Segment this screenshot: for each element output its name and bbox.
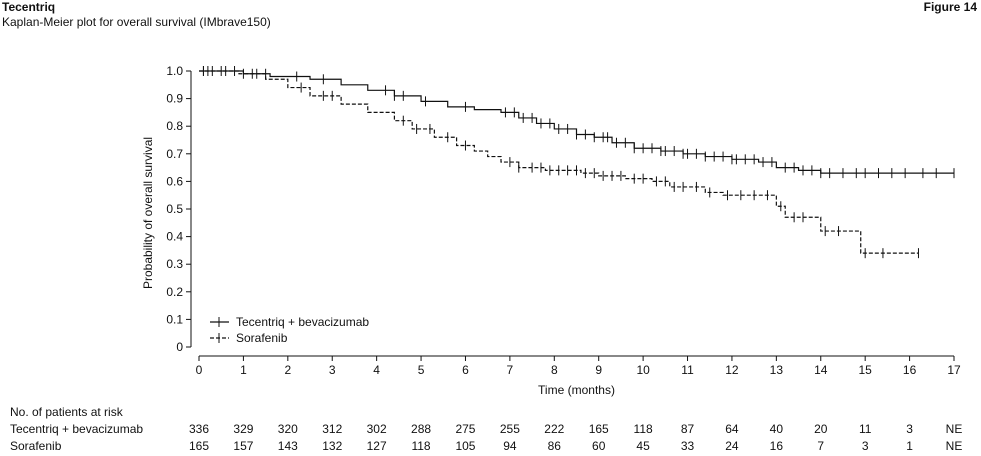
risk-count: 143 [277, 439, 298, 453]
y-tick-label: 0.9 [166, 92, 183, 106]
chart-axes: 00.10.20.30.40.50.60.70.80.91.00 1 2 3 4 5 6 7 8… [141, 64, 961, 397]
x-tick-label: 5 [418, 363, 425, 377]
chart-title: Kaplan-Meier plot for overall survival (… [2, 15, 271, 29]
document-brand: Tecentriq [2, 0, 56, 14]
risk-count: 16 [769, 439, 784, 453]
x-axis-label: Time (months) [538, 383, 615, 397]
risk-count: 165 [588, 422, 609, 436]
risk-count: 87 [680, 422, 695, 436]
figure-label: Figure 14 [923, 0, 977, 14]
risk-count: 312 [322, 422, 343, 436]
chart-legend: Tecentriq + bevacizumab Sorafenib [210, 315, 369, 345]
x-tick-label: 0 [196, 363, 203, 377]
risk-count: 275 [455, 422, 476, 436]
risk-row-sorafenib: Sorafenib 165 157 143 132 127 118 105 94 86 60 45 3… [0, 439, 981, 455]
x-tick-label: 7 [507, 363, 514, 377]
risk-count: 255 [499, 422, 520, 436]
risk-count: NE [945, 422, 963, 436]
x-tick-label: 15 [858, 363, 872, 377]
risk-count: 302 [366, 422, 387, 436]
x-tick-label: 17 [947, 363, 961, 377]
x-tick-label: 3 [329, 363, 336, 377]
x-tick-label: 11 [681, 363, 694, 377]
y-axis-label: Probability of overall survival [141, 137, 155, 289]
risk-table: No. of patients at risk Tecentriq + beva… [0, 405, 981, 456]
legend-label: Tecentriq + bevacizumab [236, 315, 369, 329]
risk-row-label: Tecentriq + bevacizumab [10, 422, 144, 436]
survival-curve-1 [199, 70, 919, 254]
x-tick-label: 6 [462, 363, 469, 377]
risk-count: 64 [725, 422, 739, 436]
x-tick-label: 8 [551, 363, 558, 377]
risk-count: 222 [544, 422, 565, 436]
risk-count: 45 [636, 439, 650, 453]
risk-count: 40 [769, 422, 784, 436]
y-tick-label: 0.7 [166, 147, 183, 161]
y-tick-label: 0.6 [166, 174, 183, 188]
y-tick-label: 0.1 [166, 312, 183, 326]
y-tick-label: 1.0 [166, 64, 183, 78]
risk-table-title: No. of patients at risk [10, 405, 123, 419]
risk-count: 157 [233, 439, 254, 453]
x-tick-label: 1 [240, 363, 247, 377]
risk-count: 24 [725, 439, 739, 453]
risk-count: 7 [817, 439, 825, 453]
x-tick-label: 9 [595, 363, 602, 377]
legend-label: Sorafenib [236, 331, 288, 345]
risk-count: 288 [411, 422, 432, 436]
risk-count: 105 [455, 439, 476, 453]
y-tick-label: 0.3 [166, 257, 183, 271]
x-tick-label: 16 [903, 363, 917, 377]
y-tick-label: 0.5 [166, 202, 183, 216]
risk-count: 3 [906, 422, 913, 436]
y-tick-label: 0.8 [166, 119, 183, 133]
risk-count: 33 [680, 439, 695, 453]
survival-curves [199, 70, 954, 254]
risk-count: 118 [633, 422, 653, 436]
survival-curve-0 [199, 70, 954, 174]
risk-count: 3 [861, 439, 869, 453]
risk-count: 60 [592, 439, 606, 453]
km-survival-chart: 00.10.20.30.40.50.60.70.80.91.00 1 2 3 4 5 6 7 8… [141, 64, 961, 397]
x-tick-label: 14 [814, 363, 828, 377]
risk-row-tecentriq: Tecentriq + bevacizumab 336 329 320 312 302 2… [0, 422, 981, 438]
x-tick-label: 2 [284, 363, 291, 377]
risk-count: 320 [277, 422, 298, 436]
y-tick-label: 0.2 [166, 285, 183, 299]
x-tick-label: 10 [636, 363, 650, 377]
y-tick-label: 0.4 [166, 230, 183, 244]
risk-count: 1 [906, 439, 913, 453]
risk-count: 11 [858, 422, 872, 436]
risk-count: 20 [814, 422, 828, 436]
risk-count: 329 [233, 422, 254, 436]
risk-count: 165 [188, 439, 210, 453]
x-tick-label: 4 [373, 363, 380, 377]
risk-count: 127 [366, 439, 387, 453]
y-tick-label: 0 [176, 340, 183, 354]
risk-count: 94 [503, 439, 517, 453]
x-tick-label: 13 [770, 363, 784, 377]
x-tick-label: 12 [725, 363, 739, 377]
risk-row-label: Sorafenib [10, 439, 62, 453]
risk-count: 132 [322, 439, 343, 453]
risk-count: 118 [411, 439, 431, 453]
risk-count: NE [945, 439, 963, 453]
risk-count: 336 [188, 422, 210, 436]
censor-marks [202, 66, 955, 259]
risk-count: 86 [547, 439, 561, 453]
